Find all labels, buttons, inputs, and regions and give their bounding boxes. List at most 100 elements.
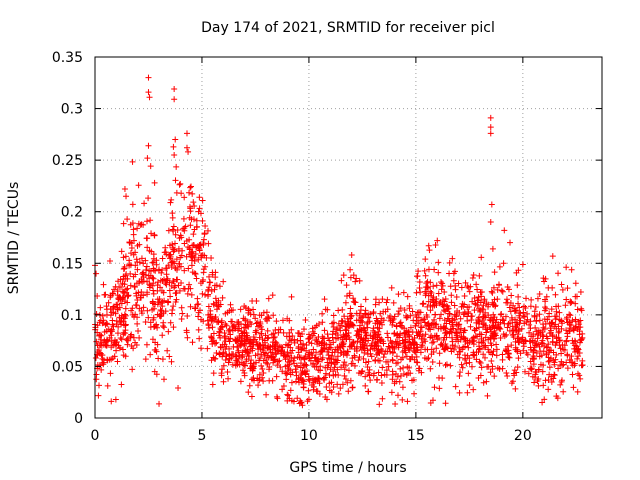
data-point <box>541 278 548 285</box>
data-point <box>127 333 134 340</box>
data-point <box>185 148 192 155</box>
data-point <box>204 227 211 234</box>
data-point <box>421 267 428 274</box>
data-point <box>449 255 456 262</box>
data-point <box>116 319 123 326</box>
data-point <box>548 306 555 313</box>
data-point <box>493 352 500 359</box>
data-point <box>564 352 571 359</box>
data-point <box>517 310 524 317</box>
data-point <box>170 223 177 230</box>
data-point <box>162 249 169 256</box>
data-point <box>546 357 553 364</box>
data-point <box>301 345 308 352</box>
data-point <box>135 328 142 335</box>
data-point <box>441 324 448 331</box>
data-point <box>107 292 114 299</box>
data-point <box>144 307 151 314</box>
data-point <box>121 281 128 288</box>
data-point <box>133 302 140 309</box>
data-point <box>172 231 179 238</box>
data-point <box>339 343 346 350</box>
data-point <box>124 293 131 300</box>
data-point <box>469 275 476 282</box>
data-point <box>292 366 299 373</box>
data-point <box>153 261 160 268</box>
data-point <box>403 353 410 360</box>
data-point <box>127 239 134 246</box>
data-point <box>476 318 483 325</box>
data-point <box>443 361 450 368</box>
data-point <box>446 328 453 335</box>
data-point <box>187 303 194 310</box>
data-point <box>471 294 478 301</box>
data-point <box>170 246 177 253</box>
data-point <box>394 392 401 399</box>
data-point <box>362 373 369 380</box>
data-point <box>184 334 191 341</box>
data-point <box>262 350 269 357</box>
data-point <box>284 391 291 398</box>
data-point <box>169 210 176 217</box>
data-point <box>234 319 241 326</box>
data-point <box>481 313 488 320</box>
data-point <box>222 345 229 352</box>
data-point <box>541 396 548 403</box>
data-point <box>144 218 151 225</box>
data-point <box>340 333 347 340</box>
data-point <box>199 290 206 297</box>
data-point <box>264 360 271 367</box>
data-point <box>407 324 414 331</box>
data-point <box>339 318 346 325</box>
data-point <box>436 350 443 357</box>
data-point <box>557 345 564 352</box>
data-point <box>380 354 387 361</box>
data-point <box>310 346 317 353</box>
data-point <box>514 364 521 371</box>
data-point <box>328 389 335 396</box>
data-point <box>163 271 170 278</box>
data-point <box>250 375 257 382</box>
data-point <box>456 354 463 361</box>
data-point <box>412 349 419 356</box>
data-point <box>237 378 244 385</box>
data-point <box>564 319 571 326</box>
data-point <box>147 351 154 358</box>
data-point <box>376 401 383 408</box>
data-point <box>145 272 152 279</box>
data-point <box>470 386 477 393</box>
data-point <box>503 296 510 303</box>
data-point <box>527 358 534 365</box>
data-point <box>418 344 425 351</box>
data-point <box>200 236 207 243</box>
data-point <box>445 305 452 312</box>
data-point <box>315 376 322 383</box>
data-point <box>143 263 150 270</box>
data-point <box>533 317 540 324</box>
data-point <box>288 326 295 333</box>
data-point <box>96 342 103 349</box>
data-point <box>221 341 228 348</box>
data-point <box>416 279 423 286</box>
data-point <box>194 243 201 250</box>
data-point <box>108 309 115 316</box>
data-point <box>383 372 390 379</box>
data-point <box>286 317 293 324</box>
data-point <box>393 322 400 329</box>
data-point <box>189 269 196 276</box>
data-point <box>487 369 494 376</box>
data-point <box>302 370 309 377</box>
data-point <box>302 361 309 368</box>
data-point <box>428 351 435 358</box>
data-point <box>300 340 307 347</box>
data-point <box>477 359 484 366</box>
data-point <box>431 384 438 391</box>
data-point <box>576 339 583 346</box>
data-point <box>491 335 498 342</box>
data-point <box>319 310 326 317</box>
data-point <box>195 208 202 215</box>
data-point <box>176 260 183 267</box>
data-point <box>462 279 469 286</box>
data-point <box>109 321 116 328</box>
